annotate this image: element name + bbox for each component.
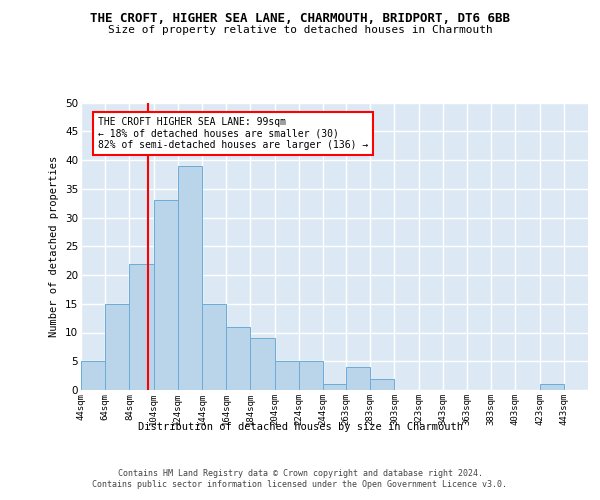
- Bar: [105, 304, 130, 390]
- Bar: [346, 367, 370, 390]
- Text: THE CROFT HIGHER SEA LANE: 99sqm
← 18% of detached houses are smaller (30)
82% o: THE CROFT HIGHER SEA LANE: 99sqm ← 18% o…: [98, 117, 368, 150]
- Text: Distribution of detached houses by size in Charmouth: Distribution of detached houses by size …: [137, 422, 463, 432]
- Bar: [250, 338, 275, 390]
- Text: Contains public sector information licensed under the Open Government Licence v3: Contains public sector information licen…: [92, 480, 508, 489]
- Bar: [226, 327, 250, 390]
- Bar: [323, 384, 346, 390]
- Bar: [275, 361, 299, 390]
- Bar: [178, 166, 202, 390]
- Text: THE CROFT, HIGHER SEA LANE, CHARMOUTH, BRIDPORT, DT6 6BB: THE CROFT, HIGHER SEA LANE, CHARMOUTH, B…: [90, 12, 510, 26]
- Y-axis label: Number of detached properties: Number of detached properties: [49, 156, 59, 337]
- Text: Size of property relative to detached houses in Charmouth: Size of property relative to detached ho…: [107, 25, 493, 35]
- Bar: [539, 384, 564, 390]
- Bar: [154, 200, 178, 390]
- Bar: [370, 378, 394, 390]
- Text: Contains HM Land Registry data © Crown copyright and database right 2024.: Contains HM Land Registry data © Crown c…: [118, 469, 482, 478]
- Bar: [130, 264, 154, 390]
- Bar: [81, 361, 105, 390]
- Bar: [299, 361, 323, 390]
- Bar: [202, 304, 226, 390]
